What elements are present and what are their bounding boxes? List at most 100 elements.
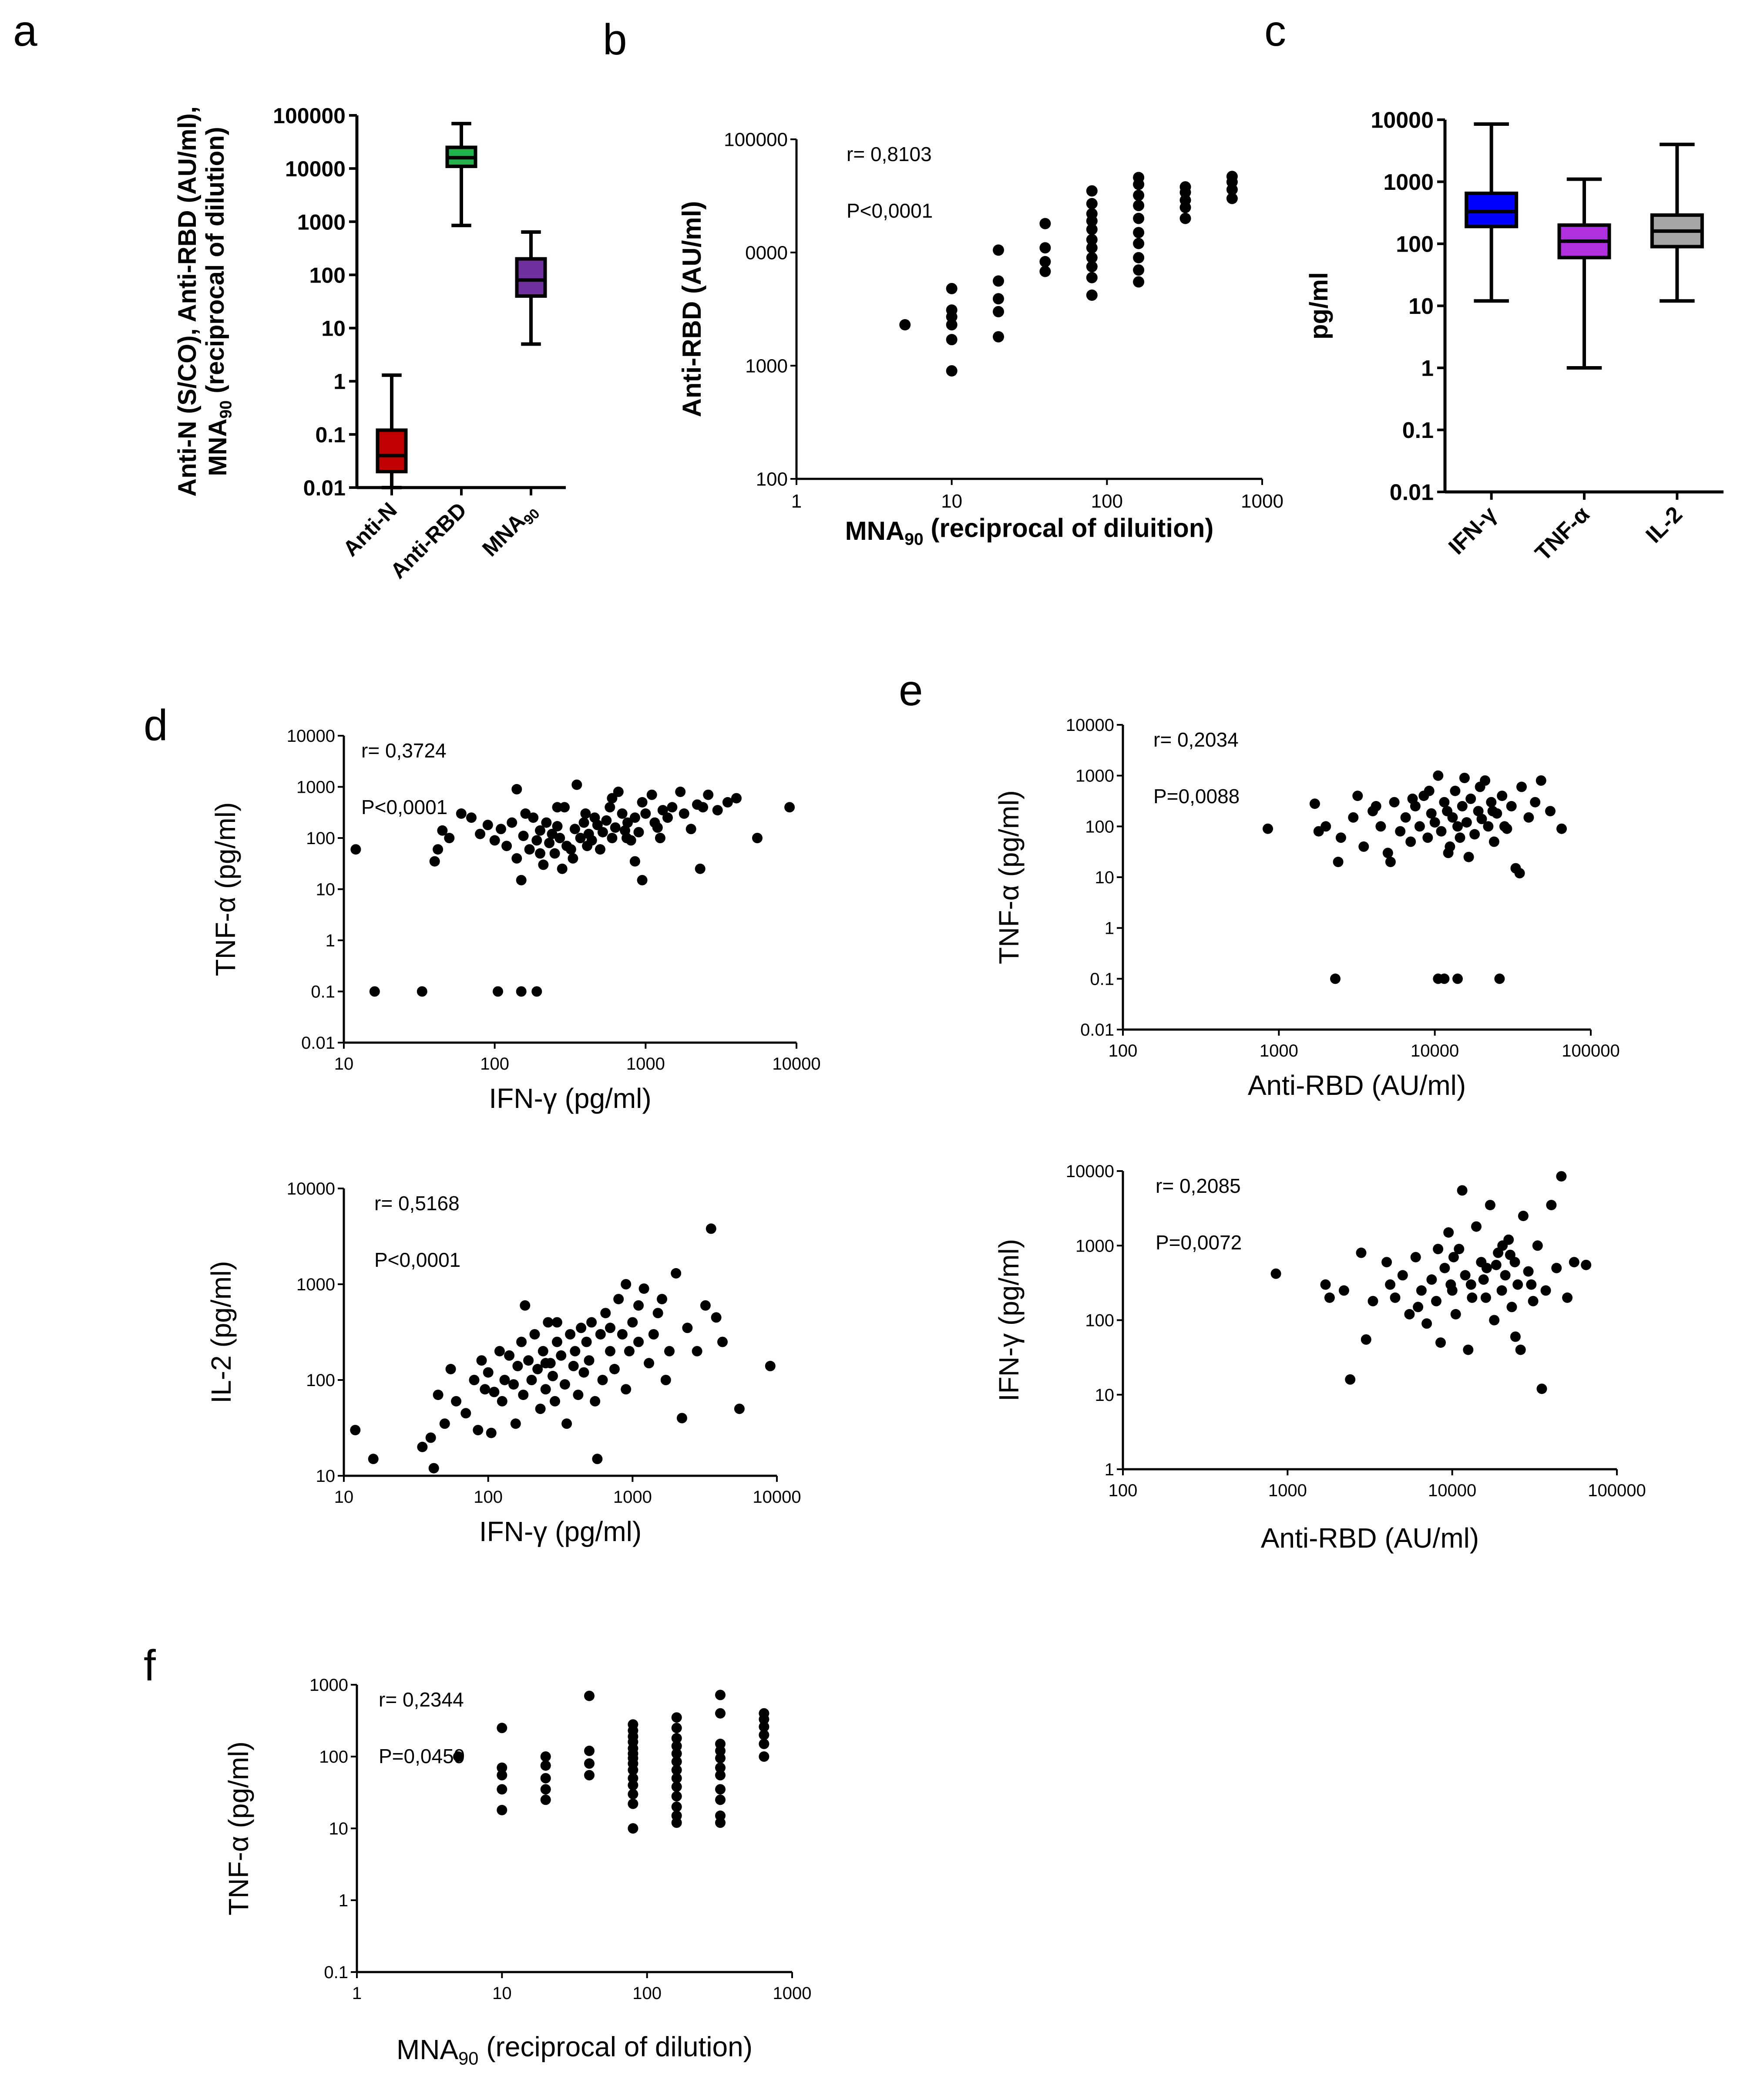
y-axis-label: pg/ml <box>1305 272 1333 340</box>
data-point <box>610 822 621 833</box>
y-tick-label: 1000 <box>309 1676 348 1695</box>
r-value: r= 0,5168 <box>374 1192 460 1215</box>
y-tick-label: 1 <box>1421 356 1434 381</box>
x-tick-label: 100000 <box>1562 1041 1620 1060</box>
data-point <box>621 1279 632 1289</box>
box-anti-n <box>376 428 408 474</box>
data-point <box>444 833 455 843</box>
data-point <box>624 1346 635 1356</box>
data-point <box>535 848 545 859</box>
data-point <box>759 1738 769 1749</box>
data-point <box>1457 801 1468 811</box>
data-point <box>575 833 586 843</box>
data-point <box>1518 1211 1529 1222</box>
data-point <box>559 802 570 813</box>
y-tick-label: 10 <box>1095 1386 1115 1405</box>
data-point <box>644 1358 655 1369</box>
data-point <box>1556 823 1567 834</box>
data-point <box>1400 812 1411 823</box>
y-tick-label: 1000 <box>1383 170 1434 195</box>
data-point <box>1494 973 1505 984</box>
data-point <box>497 1784 507 1795</box>
p-value: P=0,0072 <box>1156 1231 1242 1254</box>
data-point <box>1179 186 1191 198</box>
y-tick-label: 1000 <box>296 1275 335 1294</box>
y-tick-label: 100 <box>756 468 788 490</box>
x-tick-label: 1000 <box>1241 491 1284 512</box>
data-point <box>561 1418 572 1429</box>
data-point <box>1459 773 1470 783</box>
data-point <box>1457 1185 1468 1196</box>
y-tick-label: 100 <box>309 263 346 287</box>
data-point <box>1039 242 1051 254</box>
data-point <box>679 808 689 819</box>
panel-label-b: b <box>603 15 627 64</box>
data-point <box>569 824 580 835</box>
data-point <box>1414 821 1425 832</box>
data-point <box>518 1390 529 1400</box>
y-tick-label: 100 <box>1396 232 1434 257</box>
x-tick-label: 100 <box>632 1984 662 2003</box>
data-point <box>1448 1252 1459 1262</box>
data-point <box>1512 1279 1523 1290</box>
data-point <box>1413 1302 1424 1313</box>
data-point <box>540 1784 551 1795</box>
x-tick-label: 100 <box>1109 1041 1138 1060</box>
data-point <box>621 1384 632 1395</box>
data-point <box>638 1283 649 1294</box>
data-point <box>1330 973 1341 984</box>
data-point <box>554 833 565 843</box>
data-point <box>609 1363 620 1374</box>
data-point <box>497 1762 507 1773</box>
data-point <box>584 1745 595 1756</box>
y-tick-label: 0.1 <box>1090 969 1114 989</box>
x-tick-label: 1 <box>352 1984 362 2003</box>
data-point <box>1546 1200 1557 1211</box>
data-point <box>1447 812 1458 823</box>
p-value: P=0,0088 <box>1153 785 1240 808</box>
panel-label-e: e <box>899 666 923 715</box>
data-point <box>1439 1262 1450 1273</box>
data-point <box>899 319 911 330</box>
data-point <box>437 825 448 836</box>
data-point <box>1424 785 1435 796</box>
data-point <box>445 1363 456 1374</box>
data-point <box>700 1300 711 1311</box>
x-tick-label: 100 <box>480 1054 509 1074</box>
data-point <box>497 1804 507 1815</box>
data-point <box>497 1770 507 1781</box>
data-point <box>993 275 1004 287</box>
data-point <box>518 831 529 841</box>
data-point <box>1226 184 1238 195</box>
x-tick-label: 100 <box>1091 491 1123 512</box>
data-point <box>482 820 493 830</box>
data-point <box>1404 1309 1415 1319</box>
data-point <box>1320 821 1331 832</box>
y-tick-label: 10 <box>321 316 346 341</box>
x-tick-label: 10 <box>492 1984 512 2003</box>
data-point <box>576 1323 587 1333</box>
data-point <box>601 815 612 826</box>
data-point <box>1086 185 1098 197</box>
y-tick-label: 100 <box>306 1371 335 1390</box>
data-point <box>584 1690 595 1701</box>
data-point <box>629 856 640 867</box>
y-axis-label-line1: Anti-N (S/CO), Anti-RBD (AU/ml), <box>173 106 202 497</box>
data-point <box>734 1404 745 1414</box>
data-point <box>516 875 527 885</box>
data-point <box>711 1312 722 1323</box>
x-tick-label: 10000 <box>1428 1481 1476 1500</box>
x-tick-label: 100 <box>474 1488 503 1507</box>
data-point <box>540 1751 551 1762</box>
data-point <box>1486 797 1497 808</box>
r-value: r= 0,2085 <box>1156 1175 1241 1197</box>
data-point <box>1514 868 1525 879</box>
data-point <box>1469 829 1480 840</box>
data-point <box>578 817 589 828</box>
data-point <box>532 1363 543 1374</box>
data-point <box>556 1350 567 1361</box>
data-point <box>417 1441 428 1452</box>
data-point <box>706 1223 716 1234</box>
data-point <box>717 1336 728 1347</box>
